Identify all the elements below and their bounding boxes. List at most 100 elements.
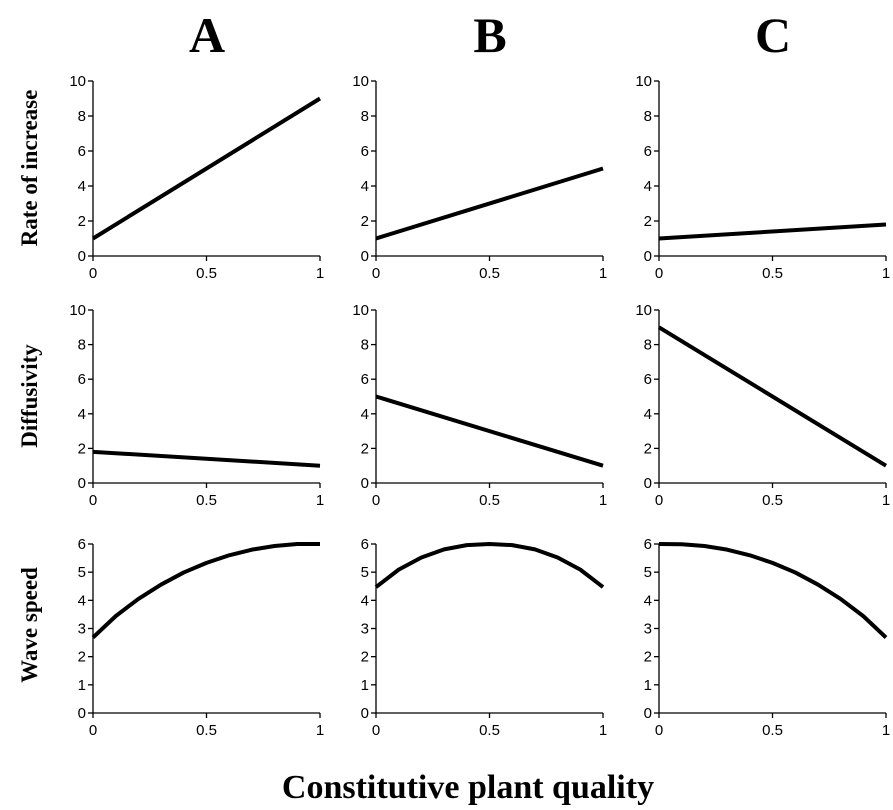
panel-b-rate-of-increase-y-tick-label: 8 [361, 108, 369, 125]
panel-a-diffusivity-y-tick-label: 10 [69, 302, 86, 319]
panel-b-wave-speed-series-line [374, 542, 605, 589]
panel-b-wave-speed-x-tick-label: 0.5 [479, 722, 500, 739]
panel-b-rate-of-increase-x-tick-label: 0 [372, 265, 380, 282]
panel-b-wave-speed-y-tick-label: 5 [361, 564, 369, 581]
panel-b-diffusivity: 0 2 4 6 8 10 0 0.5 1 [352, 302, 607, 509]
panel-a-wave-speed-y-tick-label: 6 [78, 536, 86, 553]
panel-c-diffusivity-y-tick-label: 4 [644, 406, 652, 423]
panel-a-wave-speed-y-tick-label: 3 [78, 621, 86, 638]
panel-b-diffusivity-x-tick-label: 0.5 [479, 492, 500, 509]
panel-a-rate-of-increase-y-tick-label: 6 [78, 143, 86, 160]
panel-b-rate-of-increase-y-tick-label: 2 [361, 213, 369, 230]
panel-c-rate-of-increase-y-tick-label: 0 [644, 248, 652, 265]
panel-a-wave-speed-series-line [91, 542, 320, 639]
panel-a-diffusivity-x-tick-label: 1 [316, 492, 324, 509]
panel-b-rate-of-increase-series-line [375, 166, 604, 241]
row-label-wave-speed: Wave speed [17, 567, 42, 683]
panel-c-rate-of-increase-x-tick-label: 0.5 [762, 265, 783, 282]
panel-a-rate-of-increase-y-tick-label: 8 [78, 108, 86, 125]
panel-c-rate-of-increase-x-tick-label: 1 [882, 265, 890, 282]
panel-c-diffusivity-series-line [657, 325, 888, 468]
row-label-diffusivity: Diffusivity [17, 344, 42, 448]
panel-c-rate-of-increase-x-tick-label: 0 [655, 265, 663, 282]
panel-a-rate-of-increase-series-line [91, 96, 322, 241]
panel-b-diffusivity-x-tick-label: 0 [372, 492, 380, 509]
panel-a-rate-of-increase-x-tick-label: 0.5 [196, 265, 217, 282]
panel-b-wave-speed-x-tick-label: 1 [599, 722, 607, 739]
panel-c-wave-speed-y-tick-label: 3 [644, 621, 652, 638]
panel-a-diffusivity-y-tick-label: 2 [78, 440, 86, 457]
panel-c-diffusivity-x-tick-label: 1 [882, 492, 890, 509]
panel-a-diffusivity-y-tick-label: 4 [78, 406, 86, 423]
panel-b-wave-speed-y-tick-label: 6 [361, 536, 369, 553]
panel-a-wave-speed-y-tick-label: 2 [78, 649, 86, 666]
panel-b-rate-of-increase: 0 2 4 6 8 10 0 0.5 1 [352, 73, 607, 282]
x-axis-label: Constitutive plant quality [282, 769, 654, 806]
panel-a-wave-speed-x-tick-label: 0 [89, 722, 97, 739]
panel-c-wave-speed-y-tick-label: 6 [644, 536, 652, 553]
panel-b-diffusivity-y-tick-label: 10 [352, 302, 369, 319]
panel-b-diffusivity-y-tick-label: 2 [361, 440, 369, 457]
panel-c-diffusivity-x-tick-label: 0.5 [762, 492, 783, 509]
panel-c-diffusivity-x-tick-label: 0 [655, 492, 663, 509]
panel-b-diffusivity-series-line [375, 394, 604, 468]
panel-c-wave-speed-x-tick-label: 0.5 [762, 722, 783, 739]
panel-a-rate-of-increase-x-tick-label: 0 [89, 265, 97, 282]
panel-b-rate-of-increase-y-tick-label: 0 [361, 248, 369, 265]
panel-a-diffusivity-x-tick-label: 0 [89, 492, 97, 509]
panel-b-rate-of-increase-x-tick-label: 0.5 [479, 265, 500, 282]
panel-a-diffusivity-x-tick-label: 0.5 [196, 492, 217, 509]
panel-a-diffusivity-y-tick-label: 0 [78, 475, 86, 492]
panel-c-wave-speed-y-tick-label: 4 [644, 592, 652, 609]
panel-c-wave-speed-series-line [658, 542, 888, 639]
panel-a-wave-speed-x-tick-label: 0.5 [196, 722, 217, 739]
panel-c-diffusivity: 0 2 4 6 8 10 0 0.5 1 [635, 302, 890, 509]
panel-b-rate-of-increase-y-tick-label: 4 [361, 178, 369, 195]
column-title-c: C [755, 7, 791, 63]
panel-b-rate-of-increase-y-tick-label: 6 [361, 143, 369, 160]
panel-a-diffusivity-y-tick-label: 8 [78, 337, 86, 354]
panel-c-rate-of-increase-y-tick-label: 10 [635, 73, 652, 90]
row-label-rate-of-increase: Rate of increase [17, 90, 42, 247]
panel-b-wave-speed-y-tick-label: 2 [361, 649, 369, 666]
panel-b-wave-speed-y-tick-label: 0 [361, 705, 369, 722]
panel-c-wave-speed-y-tick-label: 2 [644, 649, 652, 666]
panel-c-wave-speed-x-tick-label: 0 [655, 722, 663, 739]
panel-c-rate-of-increase-y-tick-label: 4 [644, 178, 652, 195]
panel-b-wave-speed-x-tick-label: 0 [372, 722, 380, 739]
panel-b-diffusivity-x-tick-label: 1 [599, 492, 607, 509]
panel-a-diffusivity: 0 2 4 6 8 10 0 0.5 1 [69, 302, 324, 509]
panel-c-diffusivity-y-tick-label: 6 [644, 371, 652, 388]
panel-c-diffusivity-y-tick-label: 10 [635, 302, 652, 319]
panel-c-rate-of-increase-series-line [658, 222, 887, 241]
panel-b-wave-speed-y-tick-label: 3 [361, 621, 369, 638]
panel-c-wave-speed-y-tick-label: 0 [644, 705, 652, 722]
panel-a-wave-speed-y-tick-label: 1 [78, 677, 86, 694]
panel-a-wave-speed-x-tick-label: 1 [316, 722, 324, 739]
panel-b-rate-of-increase-x-tick-label: 1 [599, 265, 607, 282]
panel-c-rate-of-increase: 0 2 4 6 8 10 0 0.5 1 [635, 73, 890, 282]
panel-a-rate-of-increase-y-tick-label: 10 [69, 73, 86, 90]
panel-a-wave-speed-y-tick-label: 0 [78, 705, 86, 722]
panel-a-rate-of-increase: 0 2 4 6 8 10 0 0.5 1 [69, 73, 324, 282]
panel-a-diffusivity-series-line [92, 449, 321, 468]
panel-a-wave-speed-y-tick-label: 4 [78, 592, 86, 609]
panel-c-wave-speed-x-tick-label: 1 [882, 722, 890, 739]
panel-a-wave-speed-y-tick-label: 5 [78, 564, 86, 581]
panel-b-wave-speed-y-tick-label: 4 [361, 592, 369, 609]
panel-c-diffusivity-y-tick-label: 8 [644, 337, 652, 354]
panel-a-rate-of-increase-y-tick-label: 0 [78, 248, 86, 265]
panel-b-diffusivity-y-tick-label: 8 [361, 337, 369, 354]
panel-c-diffusivity-y-tick-label: 0 [644, 475, 652, 492]
panel-a-wave-speed: 0 1 2 3 4 5 6 0 0.5 1 [78, 536, 325, 739]
panel-c-wave-speed-y-tick-label: 1 [644, 677, 652, 694]
column-title-a: A [189, 7, 225, 63]
panel-a-diffusivity-y-tick-label: 6 [78, 371, 86, 388]
panel-b-diffusivity-y-tick-label: 0 [361, 475, 369, 492]
panel-c-rate-of-increase-y-tick-label: 2 [644, 213, 652, 230]
panel-c-wave-speed: 0 1 2 3 4 5 6 0 0.5 1 [644, 536, 891, 739]
panel-c-diffusivity-y-tick-label: 2 [644, 440, 652, 457]
panel-a-rate-of-increase-x-tick-label: 1 [316, 265, 324, 282]
